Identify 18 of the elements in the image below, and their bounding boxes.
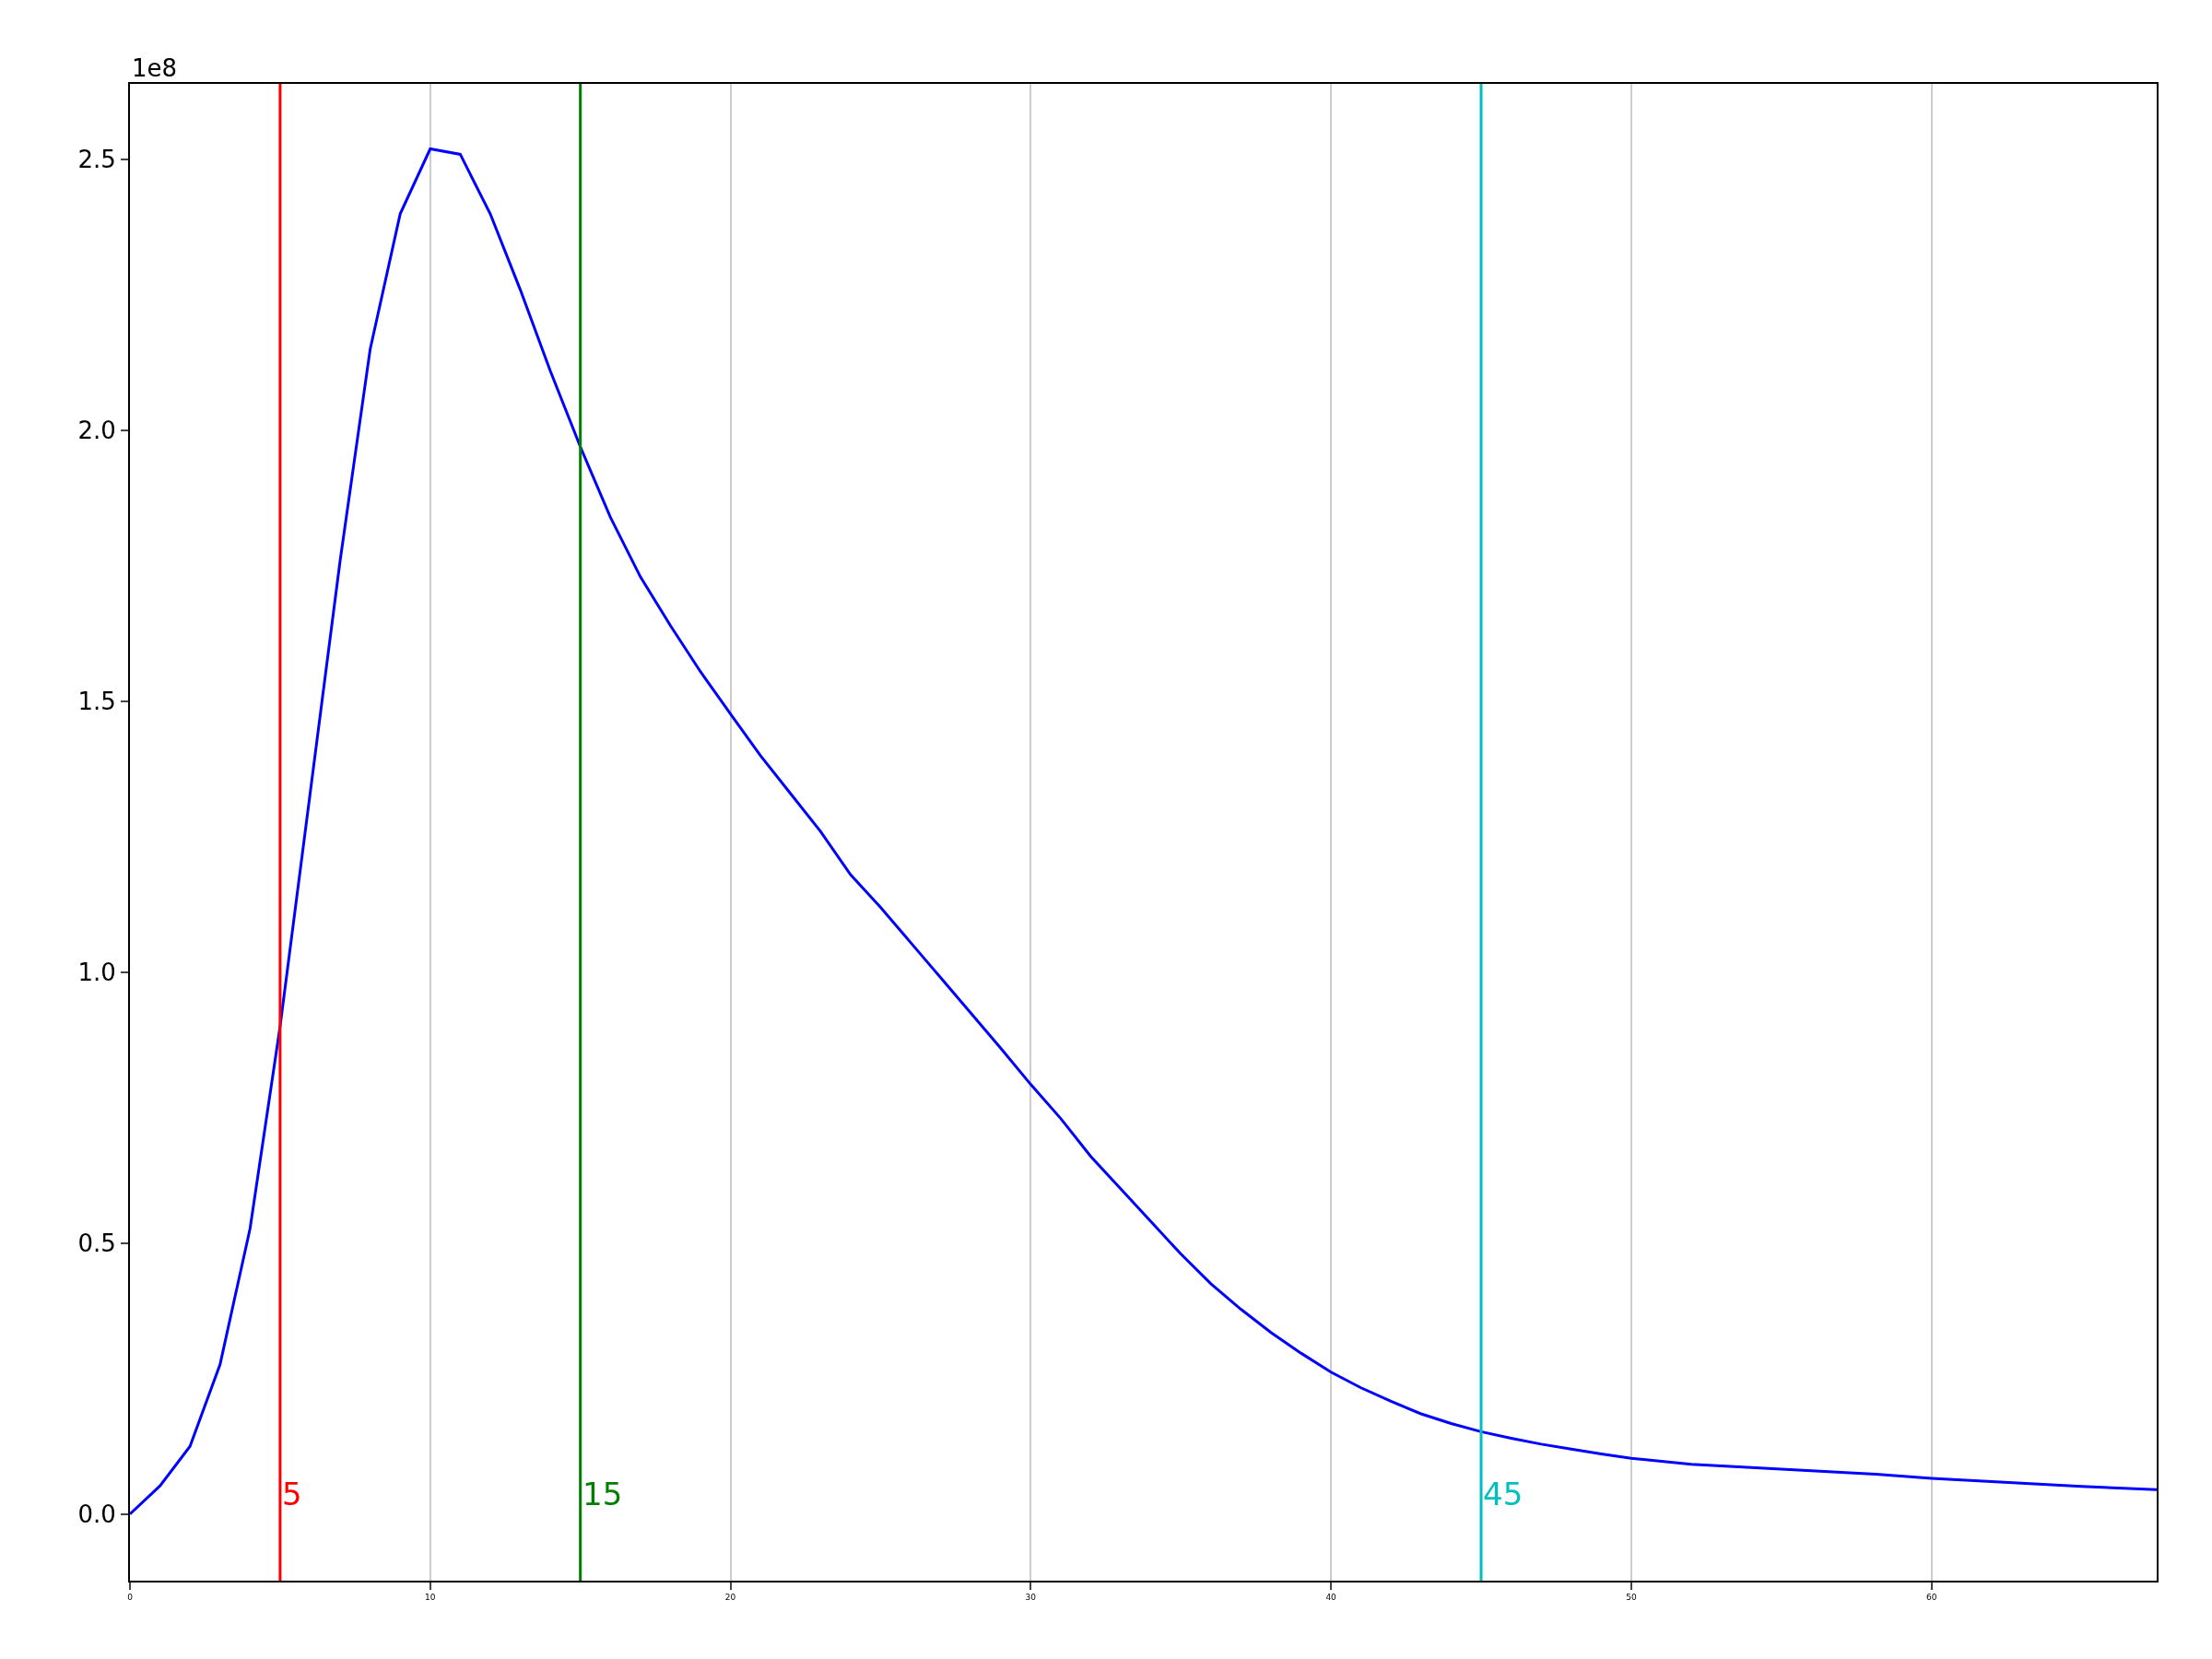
y-tick-label: 0.5 xyxy=(77,1229,116,1257)
x-tick-label: 40 xyxy=(1325,1592,1337,1602)
y-tick-label: 1.0 xyxy=(77,959,116,987)
y-tick-label: 2.5 xyxy=(77,146,116,174)
ref-line-label: 15 xyxy=(582,1476,623,1512)
x-tick-label: 10 xyxy=(425,1592,436,1602)
y-tick-label: 0.0 xyxy=(77,1500,116,1528)
x-tick-label: 30 xyxy=(1025,1592,1037,1602)
text: 1e8 xyxy=(132,54,178,82)
y-tick-label: 1.5 xyxy=(77,688,116,716)
x-tick-label: 60 xyxy=(1925,1592,1937,1602)
ref-line-label: 45 xyxy=(1483,1476,1524,1512)
ref-line-label: 5 xyxy=(282,1476,302,1512)
x-tick-label: 0 xyxy=(127,1592,134,1602)
line-series xyxy=(130,147,2157,1516)
x-tick-label: 20 xyxy=(724,1592,736,1602)
y-tick-label: 2.0 xyxy=(77,417,116,445)
x-tick-label: 50 xyxy=(1626,1592,1637,1602)
